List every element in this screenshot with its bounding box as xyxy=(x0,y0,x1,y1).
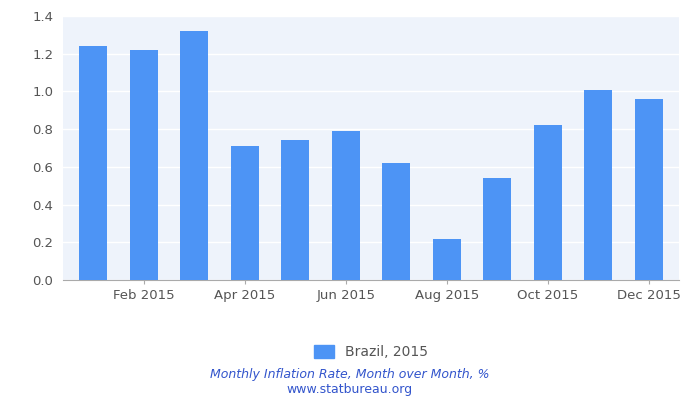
Legend: Brazil, 2015: Brazil, 2015 xyxy=(308,340,434,365)
Bar xyxy=(79,46,107,280)
Bar xyxy=(332,131,360,280)
Bar xyxy=(635,99,663,280)
Bar xyxy=(534,125,561,280)
Bar xyxy=(483,178,511,280)
Bar xyxy=(433,238,461,280)
Bar xyxy=(130,50,158,280)
Bar xyxy=(281,140,309,280)
Bar xyxy=(584,90,612,280)
Bar xyxy=(382,163,410,280)
Text: www.statbureau.org: www.statbureau.org xyxy=(287,383,413,396)
Text: Monthly Inflation Rate, Month over Month, %: Monthly Inflation Rate, Month over Month… xyxy=(210,368,490,381)
Bar xyxy=(181,31,208,280)
Bar xyxy=(231,146,259,280)
